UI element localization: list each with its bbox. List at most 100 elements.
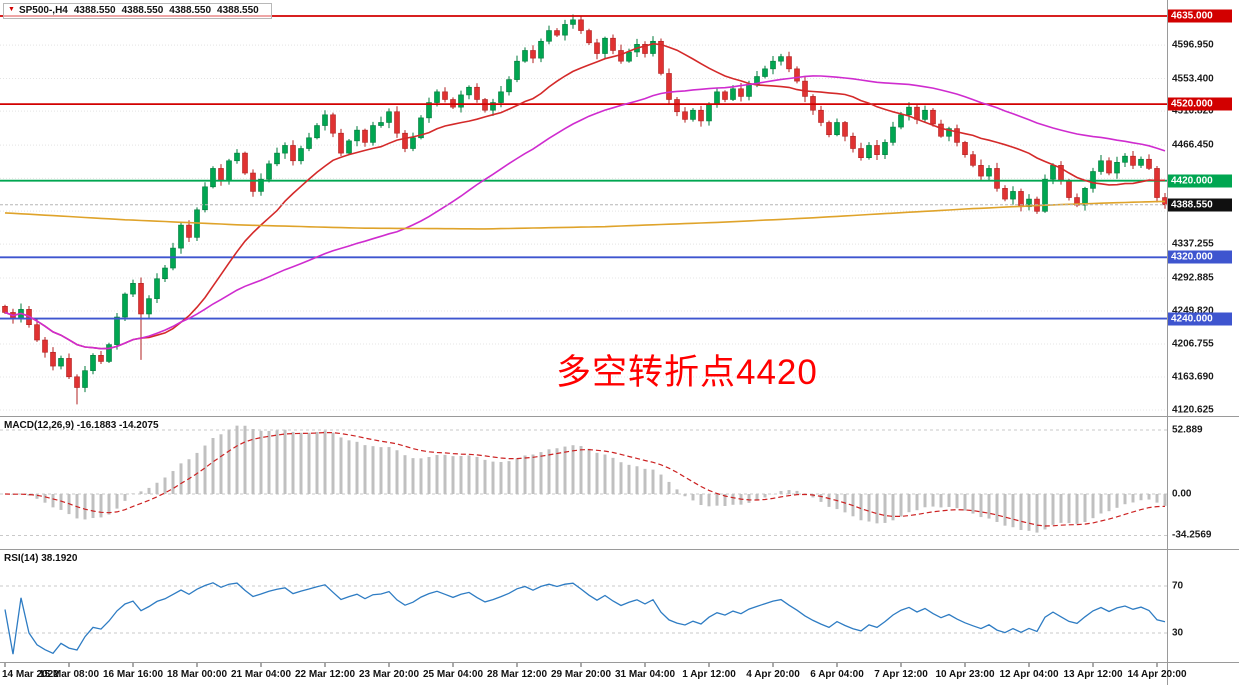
macd-signal-line xyxy=(4,432,1166,527)
symbol-info-box: ▼ SP500-,H4 4388.550 4388.550 4388.550 4… xyxy=(3,3,272,19)
macd-axis-label: 0.00 xyxy=(1172,488,1192,500)
candle-body xyxy=(1010,191,1016,200)
candle-body xyxy=(34,324,40,341)
price-axis[interactable]: 4596.950 4553.400 4510.820 4466.450 4337.255… xyxy=(1168,0,1239,416)
time-axis-label: 14 Mar 2022 xyxy=(2,669,59,680)
time-axis[interactable]: 14 Mar 2022 15 Mar 08:00 16 Mar 16:00 18 Ma… xyxy=(0,663,1239,685)
bar-high-value: 4388.550 xyxy=(121,5,164,16)
rsi-axis-label: 70 xyxy=(1172,580,1184,592)
macd-axis-label: -34.2569 xyxy=(1172,529,1212,541)
price-axis-label: 4120.625 xyxy=(1172,404,1214,416)
candle-body xyxy=(1050,165,1056,180)
candle-body xyxy=(42,339,48,353)
candle-body xyxy=(626,51,632,62)
candle-body xyxy=(586,30,592,44)
symbol-collapse-icon[interactable]: ▼ xyxy=(8,6,15,13)
time-axis-label: 1 Apr 12:00 xyxy=(682,669,736,680)
rsi-axis-label: 30 xyxy=(1172,627,1184,639)
candle-body xyxy=(66,358,72,378)
candle-body xyxy=(1106,160,1112,174)
candle-body xyxy=(162,267,168,280)
candle-body xyxy=(242,152,248,174)
candle-body xyxy=(474,86,480,100)
candle-body xyxy=(778,56,784,62)
candle-body xyxy=(898,114,904,128)
macd-axis[interactable]: 52.889 0.00 -34.2569 xyxy=(1168,417,1239,549)
candle-body xyxy=(466,86,472,96)
chart-annotation-text[interactable]: 多空转折点4420 xyxy=(556,353,818,392)
candle-body xyxy=(866,145,872,159)
candle-body xyxy=(522,50,528,62)
candle-body xyxy=(442,91,448,100)
symbol-name: SP500-,H4 xyxy=(18,5,68,16)
candle-body xyxy=(650,40,656,54)
candle-body xyxy=(138,283,144,315)
price-axis-label: 4466.450 xyxy=(1172,139,1214,151)
candle-body xyxy=(674,99,680,113)
candle-body xyxy=(130,283,136,295)
resistance-badge-4520: 4520.000 xyxy=(1168,97,1232,111)
candle-body xyxy=(258,178,264,192)
candle-body xyxy=(1042,178,1048,212)
pivot-badge-4420: 4420.000 xyxy=(1168,174,1232,188)
candle-body xyxy=(858,148,864,159)
candle-body xyxy=(514,60,520,80)
candle-body xyxy=(698,109,704,122)
macd-axis-label: 52.889 xyxy=(1172,424,1203,436)
candle-body xyxy=(98,355,104,362)
candle-body xyxy=(818,109,824,123)
candle-body xyxy=(602,37,608,54)
candle-body xyxy=(530,50,536,59)
candle-body xyxy=(722,91,728,100)
candle-body xyxy=(962,142,968,155)
candle-body xyxy=(154,278,160,299)
time-axis-label: 16 Mar 16:00 xyxy=(102,669,164,680)
bar-open-value: 4388.550 xyxy=(73,5,116,16)
candle-body xyxy=(146,298,152,315)
candle-body xyxy=(786,56,792,70)
time-axis-label: 6 Apr 04:00 xyxy=(810,669,864,680)
candle-body xyxy=(1122,155,1128,163)
rsi-axis[interactable]: 70 30 xyxy=(1168,550,1239,662)
candle-body xyxy=(1154,168,1160,198)
candle-body xyxy=(954,128,960,143)
time-axis-label: 10 Apr 23:00 xyxy=(935,669,995,680)
candle-body xyxy=(2,306,8,313)
time-axis-label: 14 Apr 20:00 xyxy=(1127,669,1187,680)
candle-body xyxy=(274,152,280,165)
candle-body xyxy=(58,358,64,367)
candle-body xyxy=(1130,155,1136,166)
time-axis-label: 21 Mar 04:00 xyxy=(230,669,292,680)
candle-body xyxy=(850,135,856,149)
candle-body xyxy=(642,44,648,54)
price-axis-label: 4553.400 xyxy=(1172,73,1214,84)
candle-body xyxy=(922,109,928,120)
candle-body xyxy=(762,68,768,77)
candle-body xyxy=(690,109,696,120)
candle-body xyxy=(338,132,344,154)
candle-body xyxy=(1002,188,1008,200)
time-axis-label: 23 Mar 20:00 xyxy=(358,669,420,680)
candle-body xyxy=(546,30,552,42)
candle-body xyxy=(434,91,440,103)
candle-body xyxy=(218,168,224,181)
resistance-badge-4635: 4635.000 xyxy=(1168,9,1232,23)
macd-indicator-label: MACD(12,26,9) -16.1883 -14.2075 xyxy=(4,420,159,431)
candle-body xyxy=(570,19,576,25)
time-axis-label: 15 Mar 08:00 xyxy=(38,669,100,680)
bar-close-value: 4388.550 xyxy=(217,5,259,16)
candle-body xyxy=(202,186,208,211)
candle-body xyxy=(410,137,416,149)
candle-body xyxy=(114,316,120,345)
candle-body xyxy=(826,122,832,136)
time-axis-label: 13 Apr 12:00 xyxy=(1063,669,1123,680)
candle-body xyxy=(282,145,288,154)
candle-body xyxy=(1082,188,1088,206)
candle-body xyxy=(234,152,240,162)
candle-body xyxy=(394,111,400,134)
candle-body xyxy=(882,142,888,155)
time-axis-label: 31 Mar 04:00 xyxy=(614,669,676,680)
candle-body xyxy=(562,24,568,36)
